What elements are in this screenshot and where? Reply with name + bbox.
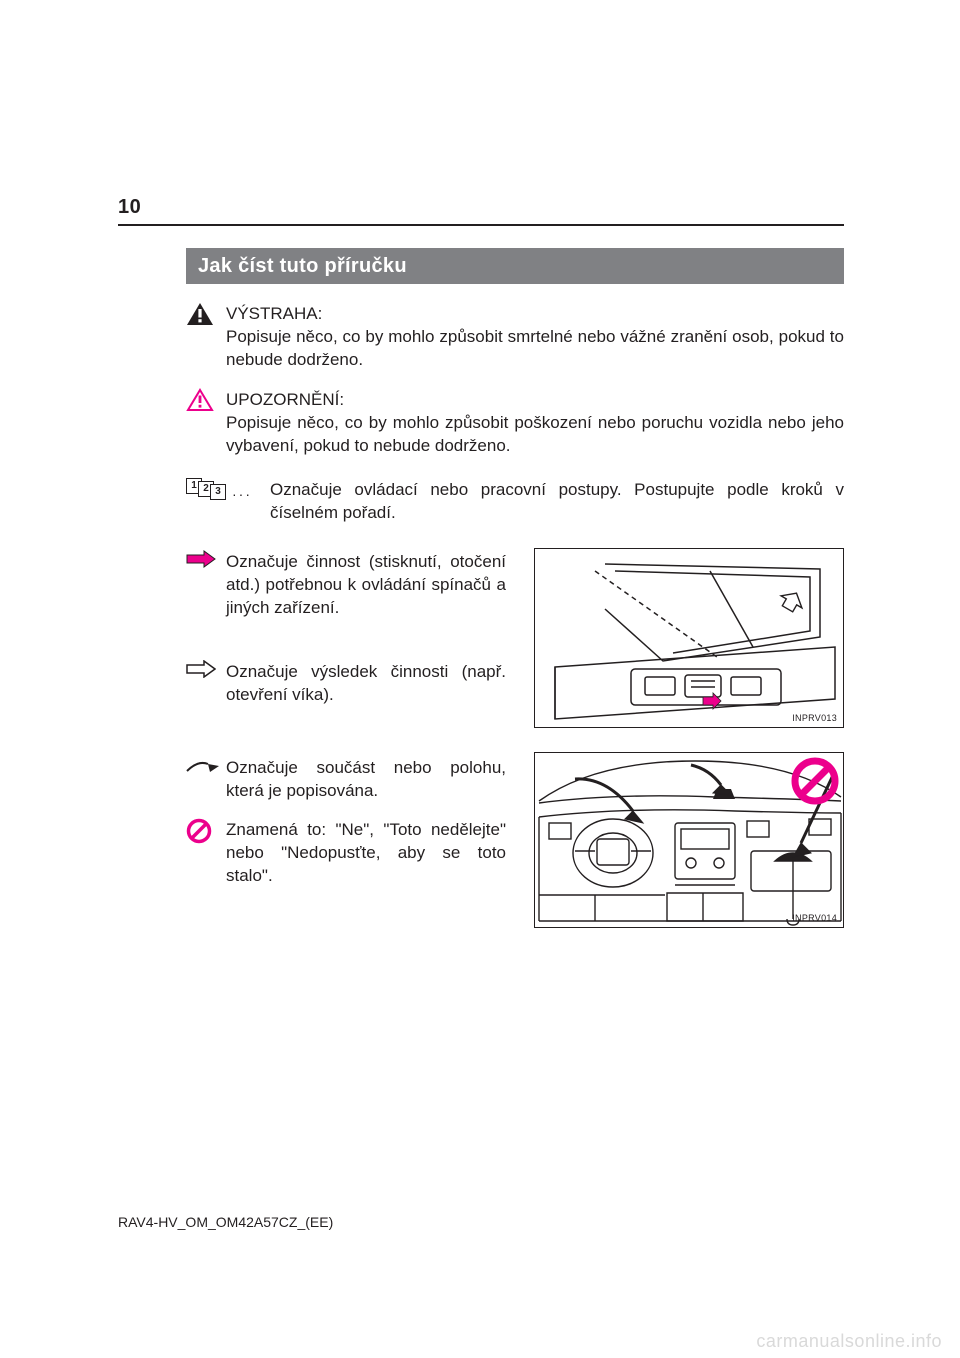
arrow-outline-icon xyxy=(186,660,216,678)
notice-body: Popisuje něco, co by mohlo způsobit pošk… xyxy=(226,413,844,455)
footer-code: RAV4-HV_OM_OM42A57CZ_(EE) xyxy=(118,1214,333,1230)
notice-icon xyxy=(186,388,226,412)
action-filled-block: Označuje činnost (stisknutí, otočení atd… xyxy=(226,550,506,619)
figure-1: INPRV013 xyxy=(534,548,844,728)
prohibit-icon xyxy=(186,818,212,844)
pointer-body: Označuje součást nebo polohu, která je p… xyxy=(226,758,506,800)
action-outline-body: Označuje výsledek činnosti (např. otevře… xyxy=(226,662,506,704)
steps-icon: 1 2 3 ··· xyxy=(186,478,270,498)
warning-text-block: VÝSTRAHA: Popisuje něco, co by mohlo způ… xyxy=(226,302,844,371)
steps-ellipsis: ··· xyxy=(232,486,252,502)
figure-2-code: INPRV014 xyxy=(792,913,837,923)
prohibit-block: Znamená to: "Ne", "Toto nedělejte" nebo … xyxy=(226,818,506,887)
notice-text-block: UPOZORNĚNÍ: Popisuje něco, co by mohlo z… xyxy=(226,388,844,457)
figure-1-code: INPRV013 xyxy=(792,713,837,723)
notice-title: UPOZORNĚNÍ: xyxy=(226,388,844,411)
warning-icon xyxy=(186,302,226,326)
pointer-block: Označuje součást nebo polohu, která je p… xyxy=(226,756,506,802)
figure-2: INPRV014 xyxy=(534,752,844,928)
page-number: 10 xyxy=(118,196,141,219)
pointer-arrow-icon xyxy=(186,758,220,774)
section-header: Jak číst tuto příručku xyxy=(186,248,844,284)
action-filled-body: Označuje činnost (stisknutí, otočení atd… xyxy=(226,552,506,617)
step-box-3: 3 xyxy=(210,484,226,500)
action-outline-block: Označuje výsledek činnosti (např. otevře… xyxy=(226,660,506,706)
arrow-filled-icon xyxy=(186,550,216,568)
steps-body: Označuje ovládací nebo pracovní postupy.… xyxy=(270,478,844,524)
warning-body: Popisuje něco, co by mohlo způsobit smrt… xyxy=(226,327,844,369)
prohibit-body: Znamená to: "Ne", "Toto nedělejte" nebo … xyxy=(226,820,506,885)
warning-title: VÝSTRAHA: xyxy=(226,302,844,325)
top-rule xyxy=(118,224,844,226)
watermark: carmanualsonline.info xyxy=(756,1331,942,1352)
